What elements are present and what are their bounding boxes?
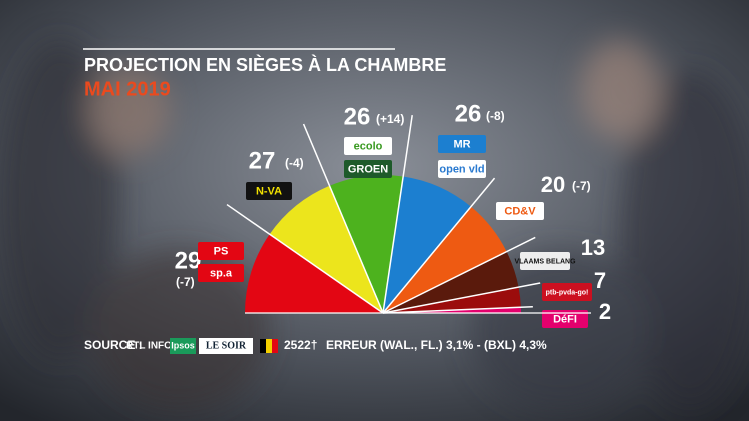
party-name: VLAAMS BELANG [514, 258, 576, 265]
seat-count: 20 [541, 172, 565, 197]
logo-box [199, 338, 253, 354]
seat-count: 2 [599, 299, 611, 324]
seat-change: (-8) [486, 109, 505, 123]
party-logo [344, 137, 392, 155]
party-logo [438, 135, 486, 153]
chart-subtitle: MAI 2019 [84, 78, 171, 100]
source-sample: 2522† [284, 338, 317, 352]
party-name: open vld [439, 163, 484, 175]
segment [329, 175, 404, 313]
chart-title: PROJECTION EN SIÈGES À LA CHAMBRE [84, 54, 446, 75]
party-logo [496, 202, 544, 220]
party-name: CD&V [504, 205, 536, 217]
logo-box [170, 338, 196, 354]
party-logo [198, 264, 244, 282]
segment [245, 234, 383, 313]
seat-change: (+14) [376, 112, 404, 126]
seat-change: (-7) [176, 275, 195, 289]
party-name: sp.a [210, 267, 233, 279]
divider [382, 236, 536, 314]
flag [260, 339, 266, 353]
party-name: ecolo [354, 140, 383, 152]
segment [383, 251, 519, 313]
divider [382, 282, 541, 314]
party-name: PS [214, 245, 229, 257]
party-logo [542, 283, 592, 301]
seat-count: 29 [175, 247, 202, 274]
seat-count: 26 [455, 100, 482, 127]
party-logo [438, 160, 486, 178]
party-name: ptb-pvda-go! [546, 289, 589, 296]
source-logo: LE SOIR [206, 340, 247, 351]
party-name: MR [453, 138, 470, 150]
seat-change: (-7) [572, 179, 591, 193]
party-logo [246, 182, 292, 200]
divider [382, 115, 413, 314]
party-logo [542, 310, 588, 328]
segment [269, 185, 383, 313]
source-logo: Ipsos [171, 340, 195, 350]
flag [266, 339, 272, 353]
segment [383, 176, 471, 313]
flag [272, 339, 278, 353]
seat-count: 13 [581, 235, 605, 260]
party-name: GROEN [348, 163, 388, 175]
seat-count: 7 [594, 268, 606, 293]
party-logo [344, 160, 392, 178]
party-name: N-VA [256, 185, 282, 197]
source-logo: RTL INFO [126, 341, 172, 352]
party-logo [520, 252, 570, 270]
seat-change: (-4) [285, 156, 304, 170]
seat-count: 27 [249, 147, 276, 174]
divider [302, 123, 384, 314]
divider [226, 203, 384, 314]
party-logo [198, 242, 244, 260]
source-line: SOURCE : RTL INFO Ipsos LE SOIR 2522† ER… [84, 338, 547, 354]
segment [383, 206, 507, 313]
source-margin: ERREUR (WAL., FL.) 3,1% - (BXL) 4,3% [326, 338, 547, 352]
party-name: DéFI [553, 313, 577, 325]
source-label: SOURCE : [84, 338, 143, 352]
divider [382, 305, 533, 314]
divider [382, 177, 496, 314]
seat-count: 26 [344, 103, 371, 130]
